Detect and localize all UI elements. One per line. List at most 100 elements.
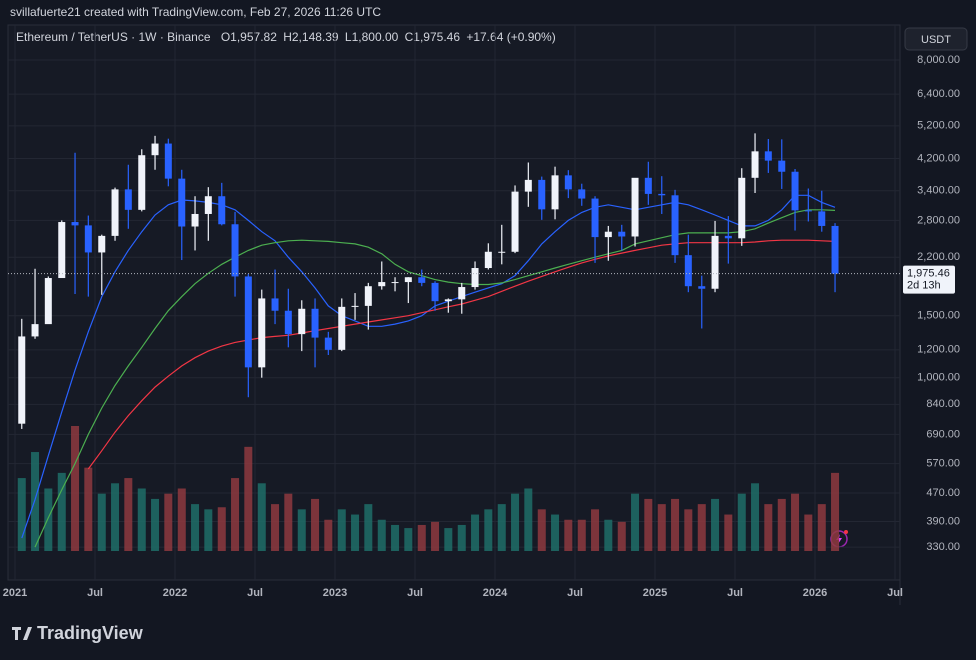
candle-body: [58, 222, 66, 279]
volume-bar: [311, 498, 320, 551]
volume-bar: [497, 504, 506, 551]
volume-bar: [57, 472, 66, 551]
logo: TradingView: [12, 623, 144, 643]
volume-bar: [257, 483, 266, 551]
candle-body: [591, 198, 599, 238]
y-tick-label: 5,200.00: [917, 120, 960, 132]
x-tick-label: Jul: [887, 587, 903, 599]
volume-bar: [537, 509, 546, 551]
candle-body: [258, 298, 266, 368]
candle-body: [18, 336, 26, 424]
volume-bar: [391, 524, 400, 551]
candle-body: [244, 276, 252, 368]
candle-body: [138, 155, 146, 210]
currency-box[interactable]: [904, 27, 968, 51]
candle-body: [391, 282, 399, 284]
candle-body: [538, 179, 546, 210]
volume-bar: [71, 426, 80, 551]
candle-body: [218, 196, 226, 225]
volume-bar: [777, 498, 786, 551]
y-tick-label: 330.00: [926, 541, 960, 553]
volume-bar: [711, 498, 720, 551]
candle-body: [364, 286, 372, 306]
y-tick-label: 1,500.00: [917, 310, 960, 322]
y-tick-label: 570.00: [926, 457, 960, 469]
volume-bar: [377, 519, 386, 551]
candle-body: [618, 231, 626, 237]
volume-bar: [417, 524, 426, 551]
x-tick-label: 2022: [163, 587, 187, 599]
candle-body: [338, 306, 346, 350]
y-tick-label: 690.00: [926, 428, 960, 440]
candle-body: [751, 151, 759, 178]
volume-bar: [297, 509, 306, 551]
volume-bar: [791, 493, 800, 551]
candle-body: [764, 151, 772, 161]
grid: [8, 25, 900, 580]
volume-bar: [751, 483, 760, 551]
candle-body: [404, 277, 412, 283]
credit: svillafuerte21 created with TradingView.…: [10, 5, 381, 19]
x-tick-label: Jul: [407, 587, 423, 599]
volume-bar: [617, 521, 626, 551]
legend-value: +17.64 (+0.90%): [466, 30, 555, 44]
candle-body: [511, 191, 519, 252]
volume-bar: [231, 478, 240, 551]
candle-body: [231, 224, 239, 277]
volume-bar: [444, 528, 453, 551]
x-tick-label: 2021: [3, 587, 27, 599]
volume-bar: [431, 521, 440, 551]
candle-body: [444, 299, 452, 302]
x-tick-label: Jul: [247, 587, 263, 599]
volume-bar: [271, 504, 280, 551]
y-tick-label: 3,400.00: [917, 185, 960, 197]
candle-body: [564, 175, 572, 190]
candle-body: [644, 177, 652, 194]
candle-body: [418, 277, 426, 283]
volume-bar: [737, 493, 746, 551]
brand: TradingView: [37, 623, 144, 643]
candle-body: [111, 189, 119, 236]
volume-bar: [177, 488, 186, 551]
volume-bar: [364, 504, 373, 551]
candle-body: [818, 211, 826, 226]
candle-body: [351, 305, 359, 307]
candle-body: [471, 268, 479, 288]
candle-body: [204, 196, 212, 214]
volume-bar: [671, 498, 680, 551]
x-tick-label: 2024: [483, 587, 508, 599]
candle-body: [658, 193, 666, 196]
volume-bar: [831, 472, 840, 551]
legend-value: C1,975.46: [405, 30, 461, 44]
candle-body: [284, 310, 292, 335]
volume-bar: [84, 467, 93, 551]
x-tick-label: Jul: [567, 587, 583, 599]
y-tick-label: 390.00: [926, 515, 960, 527]
candle-body: [324, 337, 332, 350]
volume-bar: [284, 493, 293, 551]
candle-body: [778, 160, 786, 172]
y-tick-label: 2,200.00: [917, 251, 960, 263]
y-tick-label: 2,800.00: [917, 214, 960, 226]
volume-bar: [524, 488, 533, 551]
moving-average-line: [34, 209, 836, 548]
candle-body: [524, 179, 532, 192]
volume-bar: [457, 524, 466, 551]
y-tick-label: 840.00: [926, 398, 960, 410]
candle-body: [484, 251, 492, 269]
volume-bar: [511, 493, 520, 551]
candle-body: [684, 255, 692, 287]
x-tick-label: 2026: [803, 587, 827, 599]
y-tick-label: 1,200.00: [917, 344, 960, 356]
y-tick-label: 4,200.00: [917, 152, 960, 164]
volume-bar: [44, 488, 53, 551]
x-tick-label: 2023: [323, 587, 347, 599]
volume-bar: [97, 493, 106, 551]
candle-body: [84, 225, 92, 253]
volume-bar: [644, 498, 653, 551]
last-price-label: 1,975.46: [907, 268, 950, 280]
y-tick-label: 6,400.00: [917, 88, 960, 100]
volume-bar: [244, 446, 253, 551]
currency[interactable]: USDT: [921, 34, 951, 46]
